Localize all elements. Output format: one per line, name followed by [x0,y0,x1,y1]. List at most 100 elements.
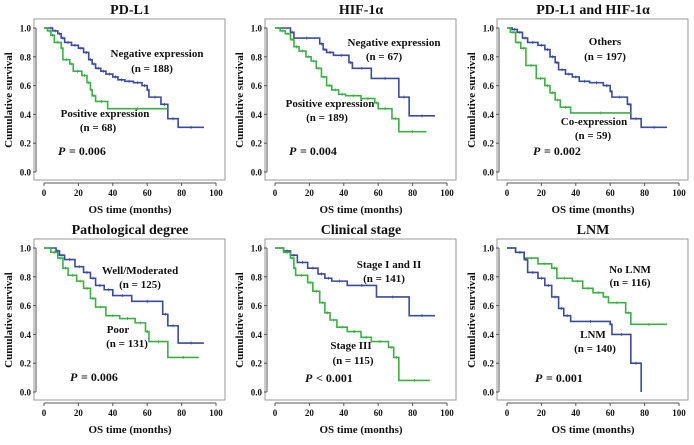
y-tick-label: 0.0 [483,388,495,398]
y-tick-label: 1.0 [483,24,495,34]
y-tick-label: 1.0 [251,244,263,254]
x-tick-label: 20 [74,188,84,198]
km-panel: Pathological degree 0.0 0.2 0.4 0.6 0.8 1.0 0 20… [0,220,231,440]
x-tick-label: 40 [571,188,581,198]
chart-title: PD-L1 and HIF-1α [536,3,650,18]
series-n-label: (n = 116) [609,277,650,289]
x-tick-label: 80 [177,188,187,198]
x-axis-label: OS time (months) [88,204,171,216]
y-axis-label: Cumulative survival [234,272,246,368]
y-tick-label: 0.6 [20,301,32,311]
plot-frame [496,18,689,181]
y-tick-label: 0.2 [251,359,263,369]
series-label: Positive expression [286,98,375,110]
y-tick-label: 0.4 [20,110,32,120]
p-value: = 0.004 [300,144,337,158]
x-tick-label: 0 [273,188,278,198]
x-tick-label: 20 [537,408,547,418]
series-n-label: (n = 140) [574,343,616,355]
p-label: P [70,370,78,384]
series-label: Positive expression [61,108,150,120]
series-n-label: (n = 68) [80,122,117,134]
x-tick-label: 40 [108,188,118,198]
series-n-label: (n = 67) [366,51,403,63]
series-label: Co-expression [561,116,627,128]
x-axis-label: OS time (months) [88,424,171,436]
series-label: No LNM [609,264,651,276]
survival-curve [275,27,435,117]
y-tick-label: 0.2 [483,359,495,369]
y-axis-label: Cumulative survival [466,272,478,368]
y-tick-label: 0.2 [483,139,495,149]
p-value: = 0.006 [81,370,118,384]
y-tick-label: 0.6 [483,81,495,91]
x-tick-label: 0 [42,188,47,198]
x-tick-label: 20 [305,188,315,198]
y-tick-label: 1.0 [251,24,263,34]
x-tick-label: 40 [571,408,581,418]
p-label: P [289,144,297,158]
series-label: Stage I and II [357,259,422,271]
km-plot: Pathological degree 0.0 0.2 0.4 0.6 0.8 1.0 0 20… [3,223,226,436]
km-plot: PD-L1 0.0 0.2 0.4 0.6 0.8 1.0 0 20 40 60 80 100 OS ti… [3,3,226,216]
km-plot: HIF-1α 0.0 0.2 0.4 0.6 0.8 1.0 0 20 40 60 80 100 OS t… [234,3,457,216]
series-label: Well/Moderated [102,265,178,277]
chart-title: PD-L1 [110,3,150,18]
y-tick-label: 0.2 [20,359,32,369]
x-tick-label: 0 [505,188,510,198]
y-tick-label: 0.8 [483,272,495,282]
y-tick-label: 0.0 [20,168,32,178]
y-tick-label: 0.4 [483,330,495,340]
series-n-label: (n = 131) [106,338,148,350]
series-n-label: (n = 189) [306,112,348,124]
y-tick-label: 0.6 [483,301,495,311]
x-axis-label: OS time (months) [319,424,402,436]
x-tick-label: 80 [408,408,418,418]
x-tick-label: 60 [606,408,616,418]
y-axis-label: Cumulative survival [234,52,246,148]
y-tick-label: 1.0 [20,24,32,34]
series-label: Negative expression [348,37,441,49]
km-panel: HIF-1α 0.0 0.2 0.4 0.6 0.8 1.0 0 20 40 60 80 100 OS t… [231,0,462,220]
km-plot: PD-L1 and HIF-1α 0.0 0.2 0.4 0.6 0.8 1.0 0 20 40 6… [466,3,689,216]
chart-title: HIF-1α [339,3,384,18]
y-tick-label: 0.0 [251,388,263,398]
x-axis-label: OS time (months) [551,424,634,436]
km-plot: Clinical stage 0.0 0.2 0.4 0.6 0.8 1.0 0 20 40 60 8… [234,223,457,436]
survival-curve [507,247,642,392]
km-panel: PD-L1 and HIF-1α 0.0 0.2 0.4 0.6 0.8 1.0 0 20 40 6… [463,0,694,220]
y-tick-label: 1.0 [483,244,495,254]
y-axis-label: Cumulative survival [466,52,478,148]
plot-frame [264,18,457,181]
series-label: Poor [107,324,130,336]
km-plot: LNM 0.0 0.2 0.4 0.6 0.8 1.0 0 20 40 60 80 100 OS time… [466,223,689,436]
p-value: = 0.001 [546,371,583,385]
chart-title: Pathological degree [72,223,189,238]
km-panel: Clinical stage 0.0 0.2 0.4 0.6 0.8 1.0 0 20 40 60 8… [231,220,462,440]
y-tick-label: 0.2 [251,139,263,149]
p-value: = 0.002 [544,144,581,158]
y-tick-label: 0.6 [20,81,32,91]
x-tick-label: 100 [440,188,454,198]
series-label: LNM [580,329,606,341]
x-tick-label: 100 [209,408,223,418]
x-tick-label: 80 [177,408,187,418]
km-panel: PD-L1 0.0 0.2 0.4 0.6 0.8 1.0 0 20 40 60 80 100 OS ti… [0,0,231,220]
x-tick-label: 40 [108,408,118,418]
x-tick-label: 20 [305,408,315,418]
p-label: P [533,144,541,158]
km-panel: LNM 0.0 0.2 0.4 0.6 0.8 1.0 0 20 40 60 80 100 OS time… [463,220,694,440]
y-tick-label: 0.4 [251,330,263,340]
y-tick-label: 0.4 [251,110,263,120]
series-n-label: (n = 141) [363,273,405,285]
x-tick-label: 40 [339,188,349,198]
x-tick-label: 100 [672,408,686,418]
x-tick-label: 80 [640,408,650,418]
y-tick-label: 0.8 [251,272,263,282]
x-tick-label: 100 [672,188,686,198]
y-tick-label: 0.0 [483,168,495,178]
x-tick-label: 20 [74,408,84,418]
x-axis-label: OS time (months) [551,204,634,216]
y-tick-label: 0.6 [251,301,263,311]
chart-title: LNM [577,223,610,238]
